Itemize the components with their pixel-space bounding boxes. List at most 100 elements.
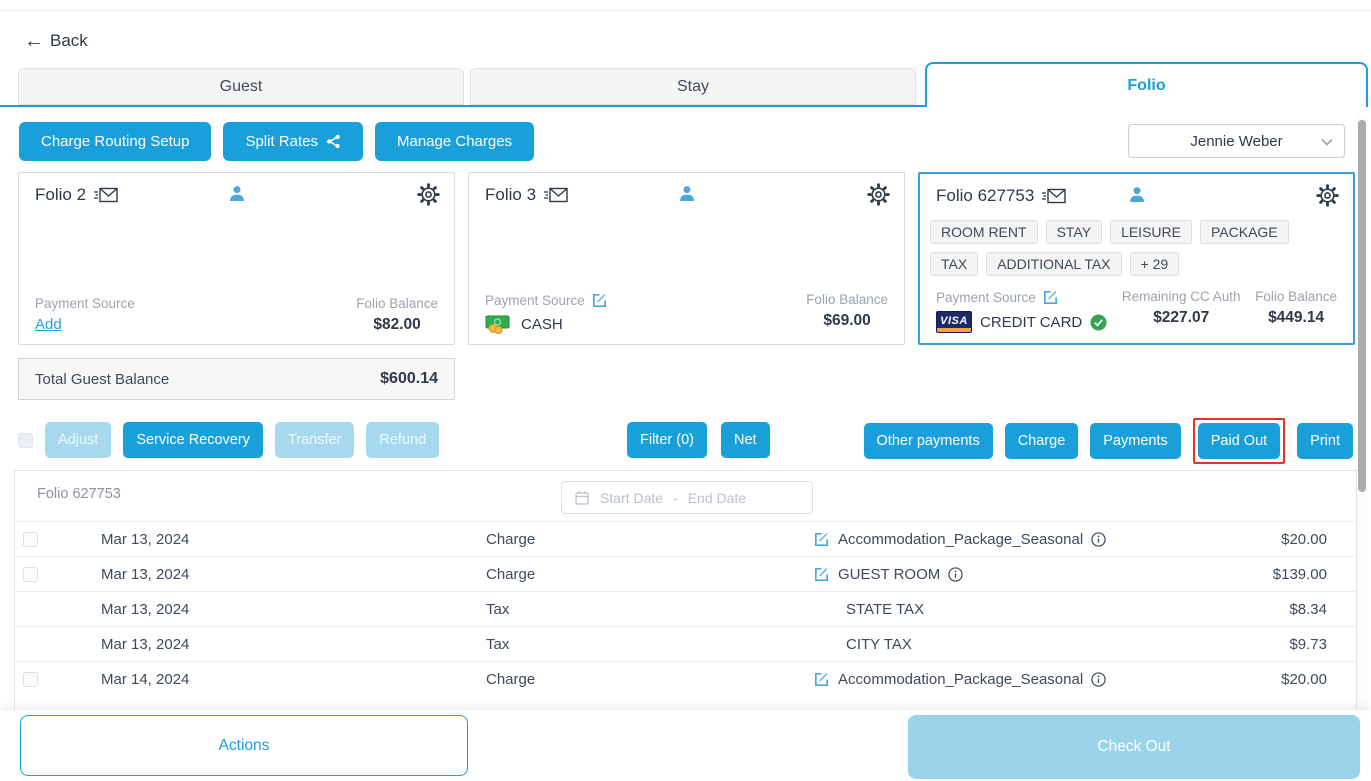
send-email-icon[interactable] (1042, 188, 1067, 204)
send-email-icon[interactable] (94, 187, 118, 203)
folio-card-627753[interactable]: Folio 627753 (918, 172, 1355, 345)
row-type: Tax (486, 600, 510, 618)
row-checkbox[interactable] (23, 531, 38, 547)
row-date: Mar 13, 2024 (101, 635, 190, 653)
folio-balance-value: $82.00 (373, 316, 421, 333)
tag-additional-tax: ADDITIONAL TAX (986, 252, 1122, 276)
tab-folio[interactable]: Folio (925, 62, 1368, 107)
calendar-icon (574, 490, 590, 506)
service-recovery-button[interactable]: Service Recovery (123, 422, 263, 458)
row-type: Charge (486, 565, 536, 583)
add-payment-source-link[interactable]: Add (35, 316, 62, 333)
gear-icon[interactable] (867, 183, 890, 206)
visa-card-icon: VISA (936, 311, 972, 333)
transaction-row: Mar 14, 2024 Charge Accommodation_Packag… (15, 661, 1356, 696)
date-range-input[interactable]: Start Date - End Date (561, 481, 813, 514)
refund-button: Refund (366, 422, 440, 458)
payment-source-label: Payment Source (485, 293, 585, 308)
row-checkbox[interactable] (23, 671, 38, 687)
edit-charge-icon[interactable] (813, 566, 830, 583)
end-date-placeholder: End Date (687, 489, 747, 506)
info-icon[interactable] (948, 566, 963, 582)
start-date-placeholder: Start Date (600, 489, 664, 506)
transaction-row: Mar 13, 2024 Tax STATE TAX $8.34 (15, 591, 1356, 626)
back-button[interactable]: ← Back (24, 31, 88, 51)
folio-card-2-header: Folio 2 (19, 173, 454, 206)
folio-card-627753-title: Folio 627753 (936, 186, 1035, 205)
print-button[interactable]: Print (1297, 423, 1353, 459)
payment-method-value: CASH (521, 315, 563, 333)
transaction-actions-row: Adjust Service Recovery Transfer Refund … (0, 418, 1371, 464)
row-description: GUEST ROOM (838, 565, 941, 583)
edit-charge-icon[interactable] (813, 531, 830, 548)
split-rates-button[interactable]: Split Rates (223, 122, 363, 161)
tab-stay[interactable]: Stay (470, 68, 916, 105)
check-out-button: Check Out (908, 715, 1360, 779)
row-amount: $139.00 (1272, 565, 1327, 583)
guest-person-icon[interactable] (678, 185, 695, 202)
select-all-checkbox[interactable] (18, 432, 33, 448)
top-divider (0, 10, 1371, 11)
folio-card-2: Folio 2 (18, 172, 455, 345)
manage-charges-button[interactable]: Manage Charges (374, 122, 535, 161)
page-scrollbar-thumb[interactable] (1358, 120, 1366, 492)
actions-button[interactable]: Actions (20, 715, 468, 776)
row-type: Tax (486, 635, 510, 653)
charge-button[interactable]: Charge (1004, 423, 1079, 459)
gear-icon[interactable] (1316, 184, 1339, 207)
back-label: Back (50, 31, 88, 50)
row-amount: $8.34 (1289, 600, 1327, 618)
guest-person-icon[interactable] (1128, 186, 1145, 203)
cash-icon (485, 314, 513, 334)
gear-icon[interactable] (417, 183, 440, 206)
folio-balance-label: Folio Balance (806, 292, 888, 307)
charge-routing-setup-button[interactable]: Charge Routing Setup (19, 122, 212, 161)
tag-tax: TAX (930, 252, 979, 276)
row-type: Charge (486, 530, 536, 548)
payment-source-label: Payment Source (35, 296, 135, 311)
folio-balance-label: Folio Balance (1255, 289, 1337, 304)
tag-more-count[interactable]: + 29 (1129, 252, 1180, 276)
row-description: CITY TAX (846, 635, 912, 653)
folio-balance-value: $69.00 (823, 312, 871, 329)
total-guest-balance-label: Total Guest Balance (35, 370, 170, 388)
info-icon[interactable] (1091, 531, 1106, 547)
edit-payment-source-icon[interactable] (591, 292, 608, 309)
tab-guest[interactable]: Guest (18, 68, 464, 105)
filter-button[interactable]: Filter (0) (627, 422, 707, 458)
back-arrow-icon: ← (24, 30, 44, 52)
paid-out-button[interactable]: Paid Out (1197, 423, 1281, 459)
guest-selector-dropdown[interactable]: Jennie Weber (1128, 124, 1345, 158)
transactions-panel: Folio 627753 Start Date - End Date Mar 1… (14, 470, 1357, 710)
edit-payment-source-icon[interactable] (1042, 289, 1059, 306)
folio-card-627753-header: Folio 627753 (920, 174, 1353, 207)
verified-check-icon (1090, 314, 1107, 331)
edit-charge-icon[interactable] (813, 671, 830, 688)
row-amount: $20.00 (1281, 670, 1327, 688)
guest-person-icon[interactable] (228, 185, 245, 202)
guest-selector-value: Jennie Weber (1190, 132, 1283, 150)
row-checkbox[interactable] (23, 566, 38, 582)
tab-bar: Guest Stay Folio (0, 62, 1371, 107)
net-button[interactable]: Net (720, 422, 770, 458)
row-type: Charge (486, 670, 536, 688)
payment-source-label: Payment Source (936, 290, 1036, 305)
transfer-button: Transfer (274, 422, 355, 458)
remaining-cc-auth-value: $227.07 (1153, 309, 1210, 326)
folio-cards: Folio 2 (18, 172, 1355, 345)
row-description: Accommodation_Package_Seasonal (838, 530, 1084, 548)
folio-card-3: Folio 3 (468, 172, 905, 345)
tag-stay: STAY (1045, 220, 1103, 244)
info-icon[interactable] (1091, 671, 1106, 687)
row-date: Mar 13, 2024 (101, 565, 190, 583)
folio-balance-label: Folio Balance (356, 296, 438, 311)
payments-button[interactable]: Payments (1090, 423, 1181, 459)
payment-method-value: CREDIT CARD (980, 313, 1083, 331)
transaction-row: Mar 13, 2024 Charge Accommodation_Packag… (15, 521, 1356, 556)
other-payments-button[interactable]: Other payments (863, 423, 993, 459)
send-email-icon[interactable] (544, 187, 568, 203)
page-scrollbar-track[interactable] (1357, 115, 1367, 710)
chevron-down-icon (1320, 135, 1334, 149)
folio-toolbar: Charge Routing Setup Split Rates Manage … (19, 122, 535, 161)
remaining-cc-auth-label: Remaining CC Auth (1121, 289, 1241, 304)
